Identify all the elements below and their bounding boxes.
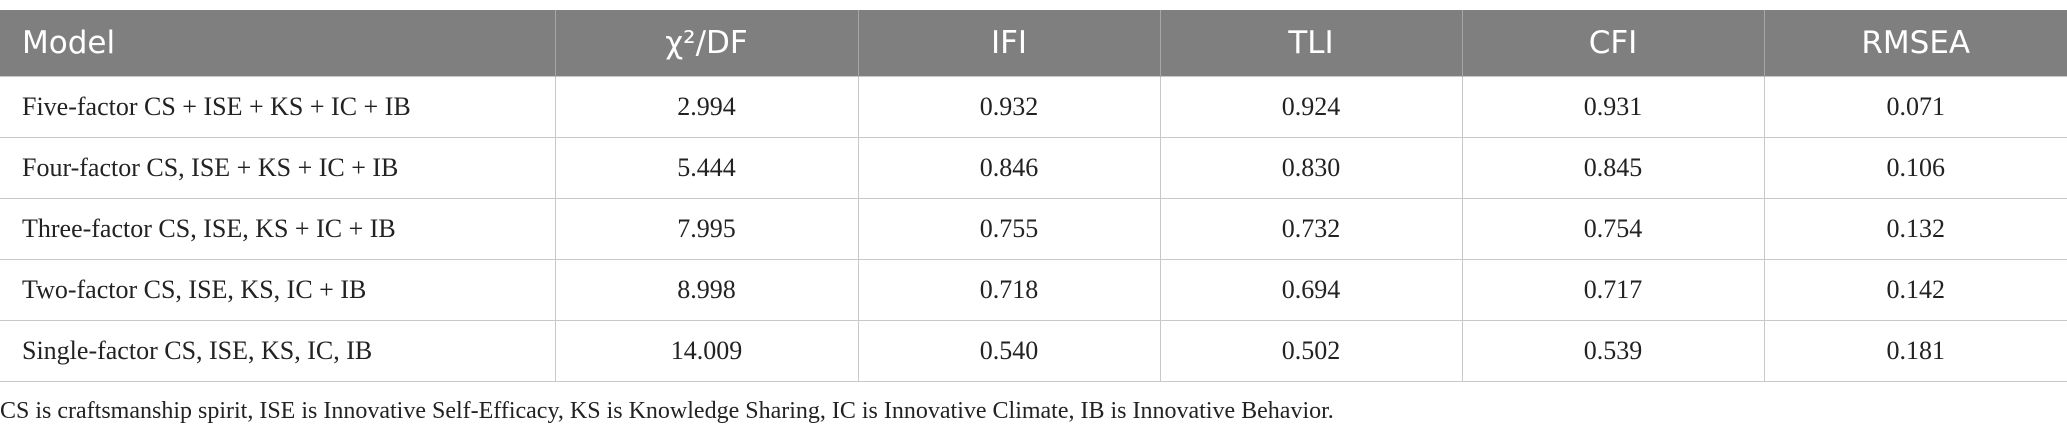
model-cell: Three-factor CS, ISE, KS + IC + IB	[0, 198, 556, 260]
value-cell: 0.694	[1159, 259, 1463, 321]
value-cell: 0.071	[1763, 76, 2067, 138]
value-cell: 0.106	[1763, 137, 2067, 199]
value-cell: 0.142	[1763, 259, 2067, 321]
table-row: Four-factor CS, ISE + KS + IC + IB 5.444 0…	[0, 137, 2067, 199]
value-cell: 0.845	[1461, 137, 1765, 199]
column-header: χ²/DF	[554, 10, 858, 77]
value-cell: 0.755	[857, 198, 1161, 260]
value-cell: 0.754	[1461, 198, 1765, 260]
table-row: Single-factor CS, ISE, KS, IC, IB 14.009 0…	[0, 320, 2067, 382]
column-header: Model	[0, 10, 555, 77]
header-row: Model χ²/DF IFI TLI CFI RMSEA	[0, 10, 2067, 77]
value-cell: 7.995	[554, 198, 859, 260]
table-body: Five-factor CS + ISE + KS + IC + IB 2.994…	[0, 76, 2067, 382]
model-cell: Two-factor CS, ISE, KS, IC + IB	[0, 259, 556, 321]
value-cell: 0.539	[1461, 320, 1765, 382]
value-cell: 0.181	[1763, 320, 2067, 382]
value-cell: 2.994	[554, 76, 859, 138]
model-cell: Five-factor CS + ISE + KS + IC + IB	[0, 76, 556, 138]
value-cell: 0.732	[1159, 198, 1463, 260]
column-header: RMSEA	[1763, 10, 2067, 77]
value-cell: 0.718	[857, 259, 1161, 321]
value-cell: 0.717	[1461, 259, 1765, 321]
value-cell: 0.846	[857, 137, 1161, 199]
table-row: Two-factor CS, ISE, KS, IC + IB 8.998 0.71…	[0, 259, 2067, 321]
value-cell: 14.009	[554, 320, 859, 382]
table-row: Three-factor CS, ISE, KS + IC + IB 7.995 0…	[0, 198, 2067, 260]
column-header: CFI	[1461, 10, 1764, 77]
value-cell: 0.830	[1159, 137, 1463, 199]
value-cell: 0.932	[857, 76, 1161, 138]
column-header: TLI	[1159, 10, 1462, 77]
table-row: Five-factor CS + ISE + KS + IC + IB 2.994…	[0, 76, 2067, 138]
model-cell: Single-factor CS, ISE, KS, IC, IB	[0, 320, 556, 382]
value-cell: 5.444	[554, 137, 859, 199]
footnote: CS is craftsmanship spirit, ISE is Innov…	[0, 398, 1334, 424]
value-cell: 0.502	[1159, 320, 1463, 382]
value-cell: 0.132	[1763, 198, 2067, 260]
model-cell: Four-factor CS, ISE + KS + IC + IB	[0, 137, 556, 199]
value-cell: 0.540	[857, 320, 1161, 382]
value-cell: 0.924	[1159, 76, 1463, 138]
value-cell: 0.931	[1461, 76, 1765, 138]
column-header: IFI	[857, 10, 1160, 77]
value-cell: 8.998	[554, 259, 859, 321]
fit-table: Model χ²/DF IFI TLI CFI RMSEA Five-factor CS …	[0, 10, 2067, 382]
